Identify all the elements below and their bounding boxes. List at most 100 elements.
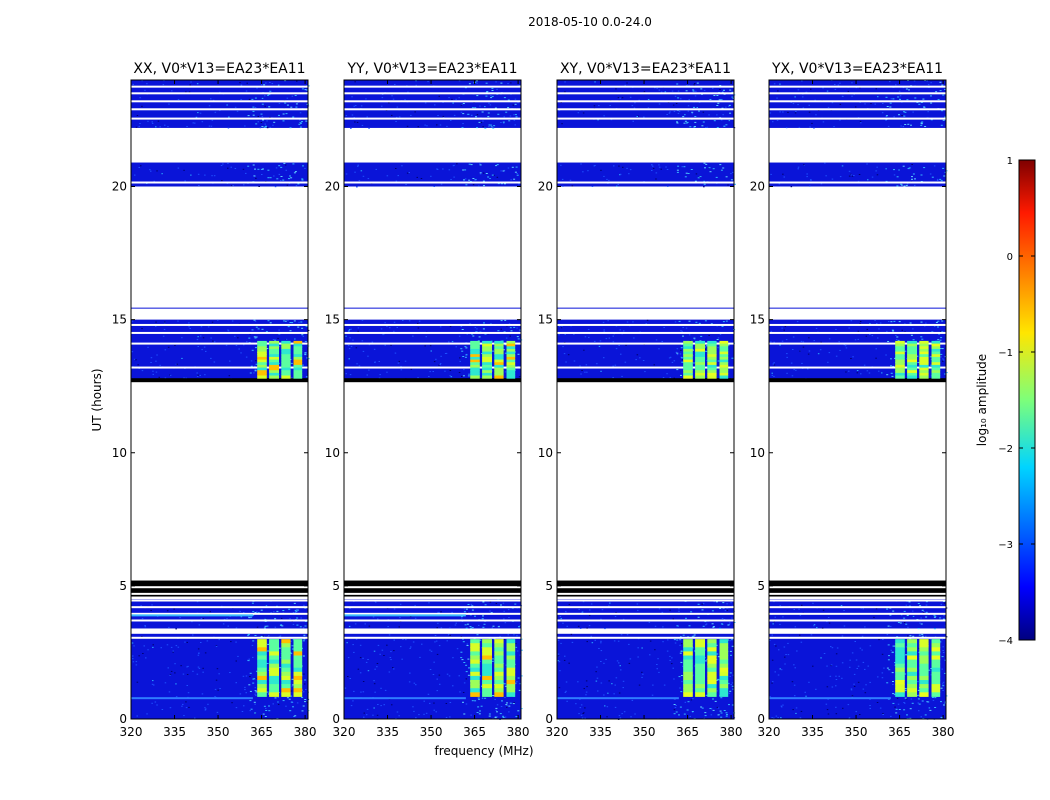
speckle	[927, 111, 929, 113]
speckle	[914, 184, 916, 186]
rfi-strip	[281, 346, 291, 350]
rfi-speckle	[686, 709, 689, 711]
speckle	[845, 371, 847, 373]
gap-line	[769, 108, 946, 111]
rfi-strip	[281, 340, 291, 345]
speckle	[781, 340, 784, 342]
speckle	[262, 635, 264, 637]
rfi-strip	[482, 651, 492, 656]
rfi-speckle	[464, 624, 467, 626]
speckle	[414, 605, 416, 607]
speckle	[266, 127, 269, 129]
speckle	[202, 337, 205, 339]
speckle	[773, 375, 775, 377]
speckle	[260, 84, 263, 86]
speckle	[377, 618, 379, 620]
speckle	[830, 646, 832, 648]
rfi-speckle	[255, 691, 258, 693]
speckle	[558, 687, 561, 689]
rfi-speckle	[909, 635, 912, 637]
rfi-speckle	[944, 88, 946, 90]
speckle	[410, 114, 412, 116]
speckle	[180, 665, 182, 667]
speckle	[595, 680, 598, 682]
rfi-strip	[707, 348, 717, 353]
rfi-speckle	[703, 162, 706, 164]
rfi-strip	[707, 651, 717, 656]
speckle	[424, 345, 426, 347]
speckle	[379, 653, 381, 655]
rfi-speckle	[699, 176, 702, 178]
rfi-speckle	[693, 106, 695, 108]
speckle	[849, 666, 851, 668]
speckle	[784, 656, 786, 658]
rfi-speckle	[941, 331, 944, 333]
rfi-strip	[719, 663, 729, 669]
rfi-strip	[506, 340, 516, 345]
speckle	[848, 370, 850, 372]
rfi-speckle	[722, 321, 725, 323]
speckle	[481, 697, 484, 699]
rfi-speckle	[289, 127, 292, 129]
speckle	[408, 681, 411, 683]
rfi-strip	[281, 375, 291, 379]
speckle	[170, 646, 173, 648]
speckle	[154, 701, 157, 703]
speckle	[503, 638, 506, 640]
speckle	[235, 682, 237, 684]
speckle	[192, 122, 194, 124]
speckle	[424, 124, 426, 126]
speckle	[350, 328, 352, 330]
speckle	[181, 705, 183, 707]
rfi-speckle	[694, 121, 697, 123]
speckle	[210, 357, 212, 359]
rfi-speckle	[301, 121, 303, 123]
rfi-speckle	[463, 179, 465, 181]
speckle	[658, 89, 661, 91]
rfi-speckle	[890, 321, 893, 323]
rfi-speckle	[692, 349, 694, 351]
rfi-strip	[482, 639, 492, 644]
speckle	[390, 659, 392, 661]
rfi-speckle	[677, 165, 680, 167]
speckle	[802, 96, 804, 98]
rfi-strip	[257, 356, 267, 361]
rfi-speckle	[924, 714, 927, 716]
rfi-speckle	[920, 321, 923, 323]
speckle	[596, 677, 599, 679]
speckle	[859, 647, 862, 649]
speckle	[897, 703, 900, 705]
speckle	[771, 682, 773, 684]
speckle	[462, 692, 465, 693]
rfi-speckle	[303, 634, 306, 636]
rfi-speckle	[941, 84, 944, 86]
rfi-speckle	[504, 352, 507, 354]
speckle	[294, 338, 296, 340]
speckle	[619, 174, 621, 176]
rfi-strip	[707, 354, 717, 358]
speckle	[507, 167, 510, 169]
speckle	[653, 364, 655, 366]
speckle	[132, 661, 135, 663]
rfi-speckle	[914, 97, 917, 99]
speckle	[491, 627, 494, 629]
speckle	[902, 126, 905, 128]
speckle	[465, 703, 468, 705]
speckle	[192, 670, 194, 672]
speckle	[204, 374, 206, 376]
speckle	[867, 665, 869, 667]
speckle	[147, 346, 149, 348]
rfi-speckle	[898, 709, 901, 710]
speckle	[726, 609, 729, 611]
speckle	[395, 168, 397, 169]
speckle	[189, 84, 191, 86]
rfi-speckle	[909, 708, 912, 710]
speckle	[503, 610, 505, 612]
speckle	[621, 713, 623, 715]
speckle	[225, 344, 228, 346]
speckle	[446, 125, 448, 127]
rfi-speckle	[474, 81, 477, 83]
gap-line	[344, 331, 521, 334]
speckle	[218, 639, 220, 641]
speckle	[805, 91, 807, 93]
